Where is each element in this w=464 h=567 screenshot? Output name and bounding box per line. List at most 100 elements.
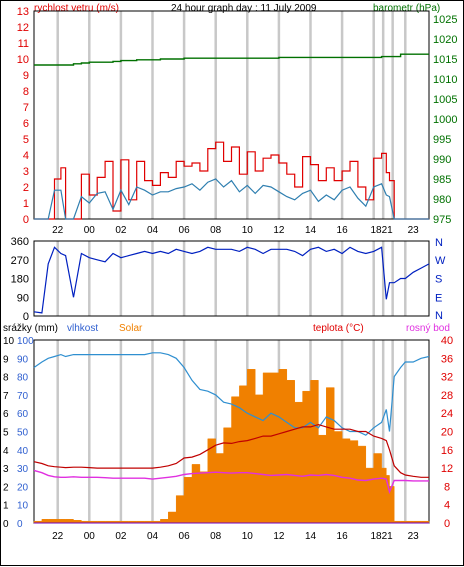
humidity-tick-label: 20 <box>17 482 29 493</box>
humidity-axis-label: vlhkost <box>67 323 98 334</box>
humidity-tick-label: 0 <box>17 519 23 530</box>
temperature-tick-label: 0 <box>444 518 450 530</box>
x-tick-label: 10 <box>242 531 254 542</box>
wind-tick-label: 13 <box>17 6 29 18</box>
wind-average-line <box>34 178 429 220</box>
plot-frame <box>33 10 430 220</box>
barometer-tick-label: 1025 <box>433 14 457 26</box>
humidity-tick-label: 40 <box>17 446 29 457</box>
x-tick-label: 12 <box>273 531 285 542</box>
x-tick-label: 00 <box>84 531 96 542</box>
wind-speed-line <box>34 141 429 220</box>
compass-label: E <box>435 292 442 304</box>
barometer-tick-label: 1005 <box>433 94 457 106</box>
humidity-tick-label: 50 <box>17 428 29 439</box>
direction-tick-label: 180 <box>11 274 29 286</box>
x-tick-label: 04 <box>147 225 159 236</box>
x-tick-label: 02 <box>115 225 127 236</box>
humidity-tick-label: 80 <box>17 373 29 384</box>
x-tick-label: 23 <box>408 225 420 236</box>
barometer-tick-label: 1000 <box>433 114 457 126</box>
x-tick-label: 04 <box>147 531 159 542</box>
barometer-line <box>34 53 429 66</box>
compass-label: N <box>435 237 443 249</box>
x-tick-label: 06 <box>179 225 191 236</box>
wind-tick-label: 5 <box>23 134 29 146</box>
wind-tick-label: 6 <box>23 118 29 130</box>
temperature-line <box>33 423 429 478</box>
x-tick-label: 10 <box>242 225 254 236</box>
x-tick-label: 08 <box>210 225 222 236</box>
wind-tick-label: 10 <box>17 54 29 66</box>
barometer-axis-label: barometr (hPa) <box>373 3 440 14</box>
temperature-tick-label: 32 <box>441 372 453 384</box>
wind-direction-line <box>33 246 430 314</box>
rain-tick-label: 6 <box>3 409 9 420</box>
wind-tick-label: 9 <box>23 70 29 82</box>
barometer-tick-label: 1015 <box>433 54 457 66</box>
barometer-tick-label: 990 <box>433 154 451 166</box>
chart-title: 24 hour graph day : 11 July 2009 <box>171 3 317 14</box>
wind-tick-label: 3 <box>23 166 29 178</box>
x-tick-label: 22 <box>52 225 64 236</box>
wind-tick-label: 2 <box>23 182 29 194</box>
solar-area <box>33 369 430 524</box>
direction-tick-label: 270 <box>11 255 29 267</box>
plot-frame <box>33 240 430 317</box>
wind-axis-label: rychlost vetru (m/s) <box>34 3 119 14</box>
humidity-tick-label: 10 <box>17 501 29 512</box>
rain-tick-label: 3 <box>3 464 9 475</box>
wind-tick-label: 11 <box>18 38 29 50</box>
temperature-axis-label: teplota (°C) <box>313 323 364 334</box>
x-tick-label: 1821 <box>370 531 393 542</box>
direction-tick-label: 360 <box>11 236 29 248</box>
rain-tick-label: 8 <box>3 373 9 384</box>
direction-tick-label: 90 <box>17 292 29 304</box>
temperature-tick-label: 4 <box>444 500 450 512</box>
wind-tick-label: 8 <box>23 86 29 98</box>
x-tick-label: 14 <box>305 531 317 542</box>
rain-tick-label: 9 <box>3 354 9 365</box>
x-tick-label: 23 <box>408 531 420 542</box>
x-tick-label: 1821 <box>370 225 393 236</box>
barometer-tick-label: 1010 <box>433 74 457 86</box>
x-tick-label: 08 <box>210 531 222 542</box>
temperature-tick-label: 16 <box>441 445 453 457</box>
x-tick-label: 16 <box>337 225 349 236</box>
wind-tick-label: 0 <box>23 214 29 226</box>
rain-tick-label: 2 <box>3 482 9 493</box>
x-tick-label: 14 <box>305 225 317 236</box>
barometer-tick-label: 1020 <box>433 34 457 46</box>
x-tick-label: 12 <box>273 225 285 236</box>
dewpoint-axis-label: rosný bod <box>406 323 450 334</box>
humidity-tick-label: 90 <box>17 354 29 365</box>
barometer-tick-label: 975 <box>433 214 451 226</box>
temperature-tick-label: 8 <box>444 481 450 493</box>
humidity-line <box>33 352 430 436</box>
barometer-tick-label: 985 <box>433 174 451 186</box>
temperature-tick-label: 24 <box>441 408 453 420</box>
rain-tick-label: 7 <box>3 391 9 402</box>
wind-tick-label: 4 <box>23 150 29 162</box>
rain-tick-label: 5 <box>3 428 9 439</box>
temperature-tick-label: 20 <box>441 427 453 439</box>
temperature-tick-label: 40 <box>441 335 453 347</box>
x-tick-label: 22 <box>52 531 64 542</box>
x-tick-label: 00 <box>84 225 96 236</box>
wind-tick-label: 1 <box>23 198 29 210</box>
humidity-tick-label: 70 <box>17 391 29 402</box>
compass-label: N <box>435 310 443 322</box>
humidity-tick-label: 60 <box>17 409 29 420</box>
wind-tick-label: 12 <box>17 22 29 34</box>
rain-axis-label: srážky (mm) <box>3 323 58 334</box>
rain-tick-label: 4 <box>3 446 9 457</box>
plot-layer: 2222000002020404060608081010121214141616… <box>3 6 457 542</box>
direction-tick-label: 0 <box>23 311 29 323</box>
temperature-tick-label: 28 <box>441 390 453 402</box>
barometer-tick-label: 995 <box>433 134 451 146</box>
rain-tick-label: 0 <box>3 519 9 530</box>
solar-axis-label: Solar <box>119 323 143 334</box>
wind-tick-label: 7 <box>23 102 29 114</box>
